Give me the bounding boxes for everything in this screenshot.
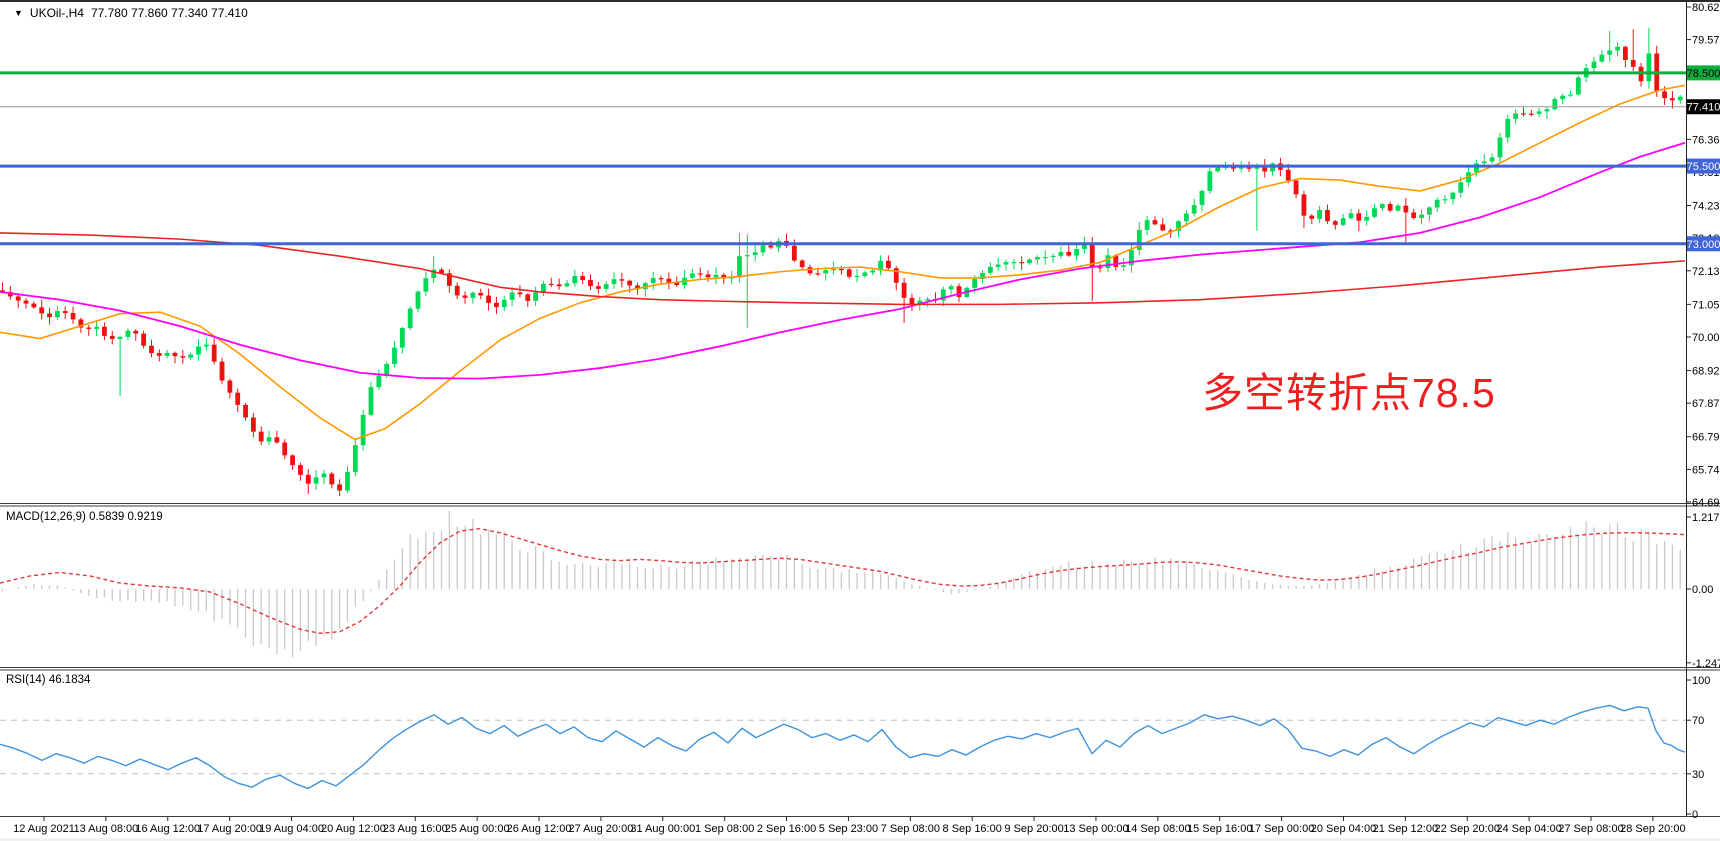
svg-text:26 Aug 12:00: 26 Aug 12:00 [507,823,572,835]
svg-text:78.500: 78.500 [1687,68,1720,80]
svg-text:67.870: 67.870 [1692,398,1720,410]
svg-text:30: 30 [1692,769,1704,781]
horizontal-lines[interactable] [0,71,1686,246]
svg-text:0: 0 [1692,809,1698,821]
rsi-line [0,704,1686,790]
svg-text:16 Aug 12:00: 16 Aug 12:00 [135,823,200,835]
svg-text:73.000: 73.000 [1687,239,1720,251]
svg-text:66.790: 66.790 [1692,432,1720,444]
chart-header: ▼ UKOil-,H4 77.780 77.860 77.340 77.410 [14,6,248,20]
svg-text:5 Sep 23:00: 5 Sep 23:00 [819,823,878,835]
ma-slow-red [0,232,1686,306]
svg-text:70: 70 [1692,715,1704,727]
symbol-period-label: UKOil-,H4 [29,6,84,20]
svg-text:71.050: 71.050 [1692,299,1720,311]
svg-text:-1.2479: -1.2479 [1692,658,1720,670]
svg-text:27 Aug 20:00: 27 Aug 20:00 [568,823,633,835]
svg-text:13 Aug 08:00: 13 Aug 08:00 [73,823,138,835]
svg-text:17 Sep 00:00: 17 Sep 00:00 [1249,823,1314,835]
svg-text:20 Sep 04:00: 20 Sep 04:00 [1311,823,1376,835]
svg-text:79.570: 79.570 [1692,35,1720,47]
svg-text:80.620: 80.620 [1692,2,1720,14]
svg-text:72.130: 72.130 [1692,266,1720,278]
svg-text:1 Sep 08:00: 1 Sep 08:00 [695,823,754,835]
svg-text:8 Sep 16:00: 8 Sep 16:00 [943,823,1002,835]
svg-text:68.920: 68.920 [1692,366,1720,378]
svg-text:23 Aug 16:00: 23 Aug 16:00 [383,823,448,835]
svg-text:65.740: 65.740 [1692,464,1720,476]
svg-text:100: 100 [1692,675,1710,687]
rsi-pane[interactable] [0,704,1686,790]
svg-text:27 Sep 08:00: 27 Sep 08:00 [1558,823,1623,835]
svg-text:24 Sep 04:00: 24 Sep 04:00 [1496,823,1561,835]
svg-text:13 Sep 00:00: 13 Sep 00:00 [1063,823,1128,835]
svg-text:17 Aug 20:00: 17 Aug 20:00 [197,823,262,835]
svg-text:2 Sep 16:00: 2 Sep 16:00 [757,823,816,835]
svg-text:76.360: 76.360 [1692,134,1720,146]
svg-text:75.500: 75.500 [1687,161,1720,173]
price-badge-77.410 [1687,99,1720,115]
svg-text:70.000: 70.000 [1692,332,1720,344]
ma-mid-magenta [0,141,1686,380]
price-badge-75.500 [1687,158,1720,174]
annotation-text: 多空转折点78.5 [1202,370,1496,416]
macd-indicator-label: MACD(12,26,9) 0.5839 0.9219 [6,511,163,523]
price-badge-78.500 [1687,65,1720,81]
svg-text:31 Aug 00:00: 31 Aug 00:00 [630,823,695,835]
svg-text:25 Aug 00:00: 25 Aug 00:00 [445,823,510,835]
symbol-dropdown-icon[interactable]: ▼ [14,7,23,18]
price-axis[interactable]: 80.62079.57076.36075.31074.23073.18072.1… [1686,2,1720,821]
svg-text:77.410: 77.410 [1687,102,1720,114]
ma-fast-orange [0,84,1686,441]
svg-text:12 Aug 2021: 12 Aug 2021 [13,823,75,835]
svg-text:14 Sep 08:00: 14 Sep 08:00 [1125,823,1190,835]
svg-text:9 Sep 20:00: 9 Sep 20:00 [1004,823,1063,835]
price-badge-73.000 [1687,236,1720,252]
svg-text:22 Sep 20:00: 22 Sep 20:00 [1435,823,1500,835]
svg-text:1.2172: 1.2172 [1692,512,1720,524]
svg-text:21 Sep 12:00: 21 Sep 12:00 [1373,823,1438,835]
svg-text:20 Aug 12:00: 20 Aug 12:00 [321,823,386,835]
candlestick-series [0,27,1683,497]
svg-text:64.690: 64.690 [1692,497,1720,509]
macd-pane[interactable] [0,510,1686,658]
svg-text:74.230: 74.230 [1692,201,1720,213]
rsi-indicator-label: RSI(14) 46.1834 [6,674,91,686]
svg-text:19 Aug 04:00: 19 Aug 04:00 [259,823,324,835]
svg-text:0.00: 0.00 [1692,584,1713,596]
ohlc-values: 77.780 77.860 77.340 77.410 [90,6,248,20]
svg-text:28 Sep 20:00: 28 Sep 20:00 [1620,823,1685,835]
svg-text:15 Sep 16:00: 15 Sep 16:00 [1187,823,1252,835]
svg-text:7 Sep 08:00: 7 Sep 08:00 [881,823,940,835]
